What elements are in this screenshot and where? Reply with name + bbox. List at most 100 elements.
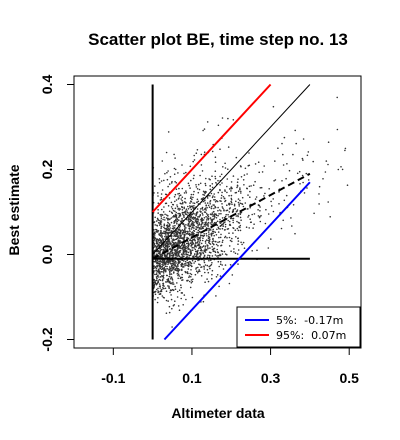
scatter-point bbox=[201, 223, 203, 225]
scatter-point bbox=[186, 247, 189, 249]
scatter-point bbox=[169, 241, 171, 244]
scatter-point bbox=[164, 213, 166, 216]
scatter-point bbox=[160, 217, 163, 219]
scatter-point bbox=[178, 197, 180, 199]
scatter-point bbox=[172, 209, 175, 212]
scatter-point bbox=[223, 229, 226, 231]
scatter-point bbox=[161, 189, 164, 191]
scatter-point bbox=[224, 264, 227, 266]
scatter-point bbox=[277, 147, 279, 149]
scatter-point bbox=[188, 212, 190, 214]
scatter-point bbox=[204, 182, 207, 185]
scatter-point bbox=[183, 206, 185, 209]
scatter-point bbox=[237, 201, 240, 204]
scatter-point bbox=[228, 204, 231, 206]
scatter-point bbox=[211, 186, 214, 189]
scatter-point bbox=[192, 243, 195, 245]
scatter-point bbox=[186, 255, 188, 258]
scatter-point bbox=[208, 239, 211, 242]
scatter-point bbox=[187, 279, 189, 282]
scatter-point bbox=[181, 262, 184, 265]
scatter-point bbox=[181, 268, 183, 271]
scatter-point bbox=[167, 170, 169, 172]
scatter-point bbox=[209, 243, 212, 245]
scatter-point bbox=[211, 262, 213, 264]
scatter-point bbox=[194, 213, 196, 215]
scatter-point bbox=[241, 196, 244, 199]
scatter-point bbox=[210, 207, 213, 210]
legend-label-95pct: 95%: 0.07m bbox=[276, 329, 346, 342]
scatter-point bbox=[175, 269, 177, 272]
scatter-point bbox=[167, 285, 169, 287]
scatter-point bbox=[211, 273, 213, 276]
scatter-point bbox=[185, 224, 187, 226]
scatter-point bbox=[175, 214, 177, 216]
scatter-point bbox=[173, 167, 176, 170]
scatter-point bbox=[180, 263, 182, 266]
scatter-point bbox=[155, 267, 158, 270]
scatter-point bbox=[197, 229, 200, 232]
scatter-point bbox=[190, 196, 192, 198]
scatter-point bbox=[210, 259, 212, 262]
scatter-point bbox=[183, 235, 186, 237]
scatter-point bbox=[233, 248, 235, 250]
scatter-point bbox=[217, 244, 219, 247]
scatter-point bbox=[161, 274, 163, 277]
scatter-point bbox=[164, 265, 167, 268]
scatter-point bbox=[192, 246, 194, 249]
scatter-point bbox=[179, 229, 182, 232]
scatter-point bbox=[208, 227, 210, 230]
x-tick-label: 0.1 bbox=[182, 370, 202, 386]
scatter-point bbox=[191, 296, 194, 299]
scatter-point bbox=[214, 177, 217, 180]
scatter-point bbox=[168, 275, 171, 278]
scatter-point bbox=[220, 197, 223, 199]
scatter-point bbox=[211, 196, 214, 199]
scatter-point bbox=[169, 289, 172, 291]
scatter-point bbox=[157, 230, 160, 232]
scatter-point bbox=[173, 259, 175, 262]
scatter-point bbox=[160, 227, 162, 230]
scatter-point bbox=[169, 271, 171, 274]
scatter-point bbox=[258, 171, 261, 174]
scatter-point bbox=[306, 187, 308, 189]
scatter-point bbox=[191, 217, 193, 220]
scatter-point bbox=[169, 243, 171, 246]
scatter-point bbox=[185, 253, 187, 256]
scatter-point bbox=[187, 268, 190, 270]
scatter-point bbox=[164, 172, 166, 175]
scatter-point bbox=[175, 188, 178, 190]
scatter-point bbox=[175, 199, 178, 201]
scatter-point bbox=[336, 128, 339, 131]
scatter-point bbox=[232, 227, 235, 230]
scatter-point bbox=[164, 245, 167, 248]
scatter-point bbox=[163, 266, 165, 269]
scatter-point bbox=[199, 249, 202, 252]
scatter-point bbox=[273, 180, 275, 182]
scatter-point bbox=[179, 277, 182, 280]
scatter-point bbox=[185, 227, 187, 229]
scatter-point bbox=[248, 185, 251, 188]
scatter-point bbox=[165, 214, 168, 216]
scatter-point bbox=[160, 230, 162, 232]
scatter-point bbox=[159, 260, 161, 262]
scatter-point bbox=[158, 276, 160, 278]
scatter-point bbox=[174, 180, 176, 183]
scatter-point bbox=[231, 187, 233, 190]
scatter-point bbox=[177, 252, 180, 255]
scatter-point bbox=[191, 240, 194, 243]
scatter-point bbox=[197, 231, 200, 234]
scatter-point bbox=[208, 229, 210, 231]
scatter-point bbox=[168, 245, 171, 248]
scatter-point bbox=[188, 218, 190, 220]
scatter-point bbox=[160, 270, 163, 273]
scatter-point bbox=[168, 260, 170, 263]
scatter-point bbox=[205, 219, 208, 221]
scatter-point bbox=[168, 286, 170, 289]
scatter-point bbox=[226, 237, 228, 239]
scatter-point bbox=[156, 260, 158, 263]
scatter-point bbox=[192, 255, 195, 258]
y-axis: -0.2 0.0 0.2 0.4 bbox=[39, 75, 74, 352]
scatter-point bbox=[222, 196, 225, 198]
scatter-point bbox=[187, 245, 190, 248]
